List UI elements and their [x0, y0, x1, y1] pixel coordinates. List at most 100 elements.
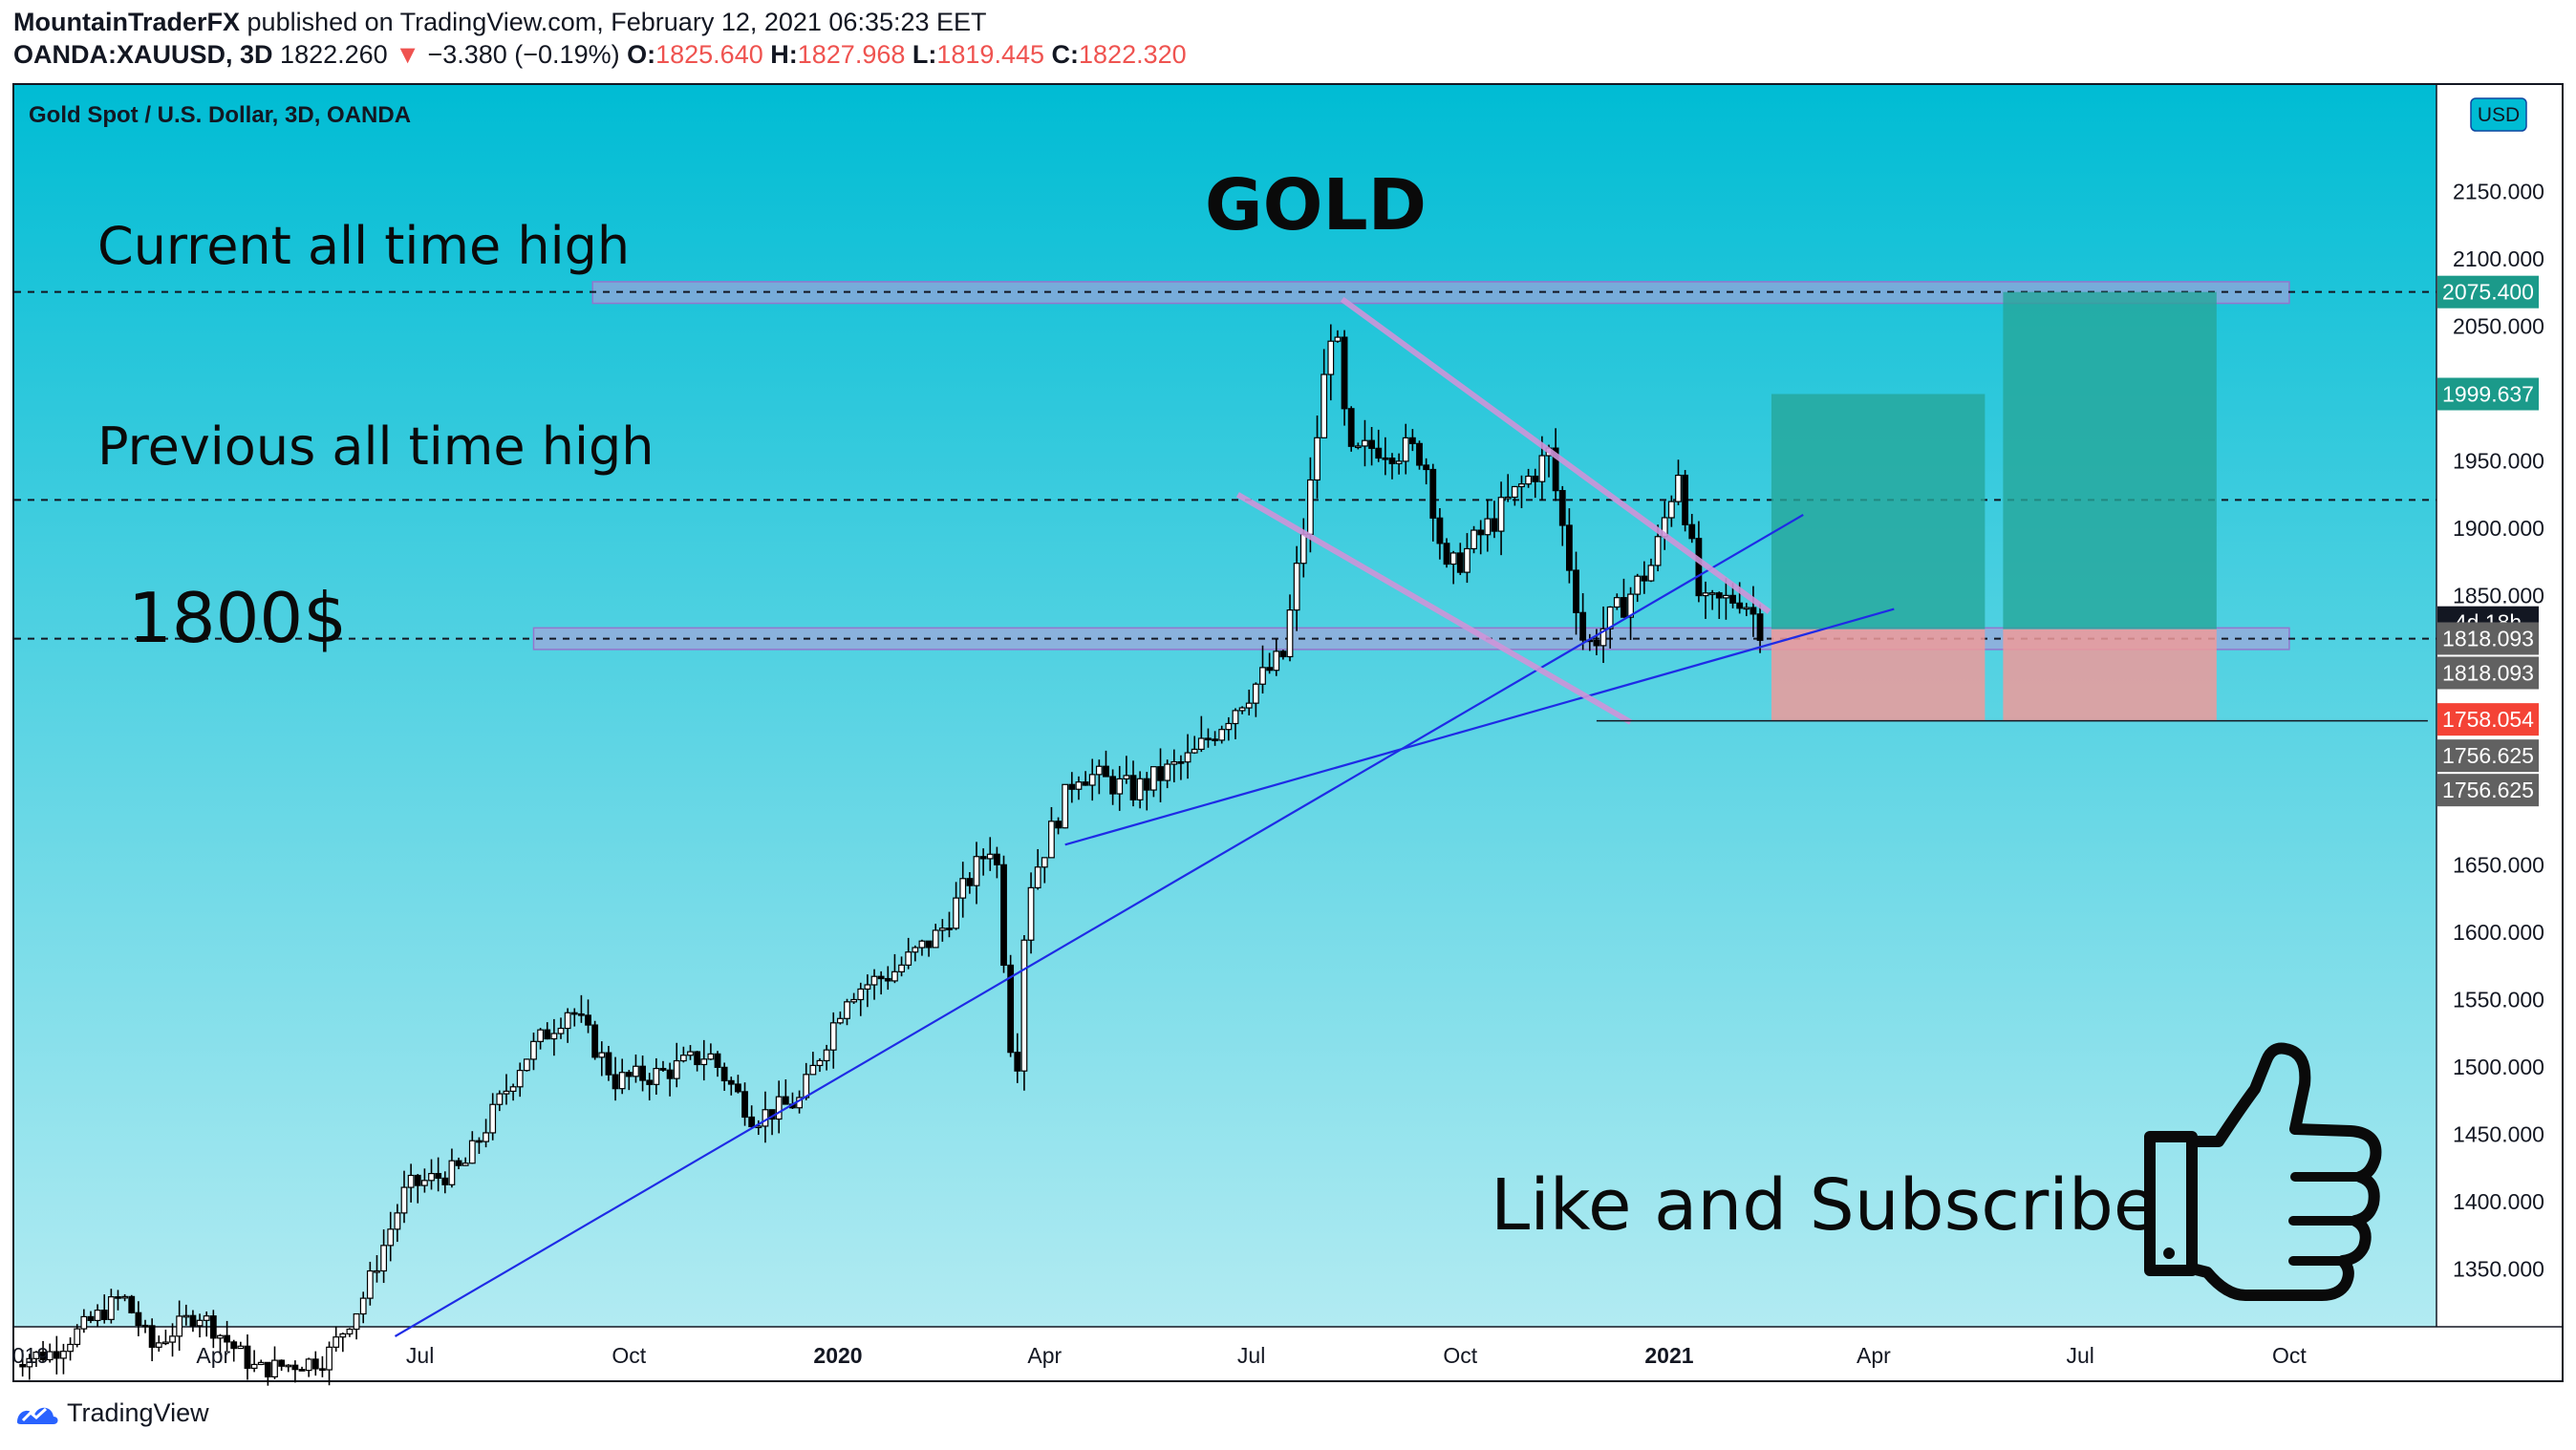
- candle-body: [509, 1086, 517, 1092]
- price-label-text: 1818.093: [2442, 660, 2534, 685]
- candle-body: [1048, 821, 1055, 859]
- candle: [244, 1334, 251, 1380]
- candle: [918, 939, 926, 956]
- candle-body: [1634, 575, 1642, 595]
- candle-body: [598, 1052, 606, 1058]
- candle: [946, 911, 953, 938]
- candle-body: [748, 1116, 756, 1128]
- candle-body: [1184, 752, 1191, 763]
- candle: [1715, 591, 1723, 619]
- y-tick-label: 1550.000: [2453, 988, 2544, 1013]
- candle: [1218, 725, 1226, 744]
- candle: [1252, 682, 1259, 717]
- candle-body: [237, 1345, 245, 1350]
- price-label-text: 1758.054: [2442, 707, 2534, 732]
- candle: [1109, 769, 1117, 805]
- candle: [420, 1168, 428, 1193]
- candle: [428, 1159, 435, 1190]
- candle: [925, 940, 933, 957]
- position-stop-0: [1771, 629, 1986, 722]
- candle: [46, 1343, 54, 1363]
- currency-badge-box[interactable]: [2470, 97, 2527, 132]
- candle: [932, 924, 939, 949]
- candle: [1621, 578, 1627, 618]
- candle: [1525, 468, 1533, 488]
- candle: [87, 1311, 95, 1324]
- candle: [224, 1320, 230, 1353]
- candle-body: [1532, 475, 1539, 482]
- candle: [1048, 806, 1055, 859]
- candle: [115, 1290, 121, 1311]
- candle: [1116, 765, 1124, 811]
- candle: [993, 846, 1000, 879]
- currency-badge[interactable]: USD: [2478, 104, 2520, 126]
- x-tick-label: Jul: [1237, 1343, 1265, 1368]
- candle-body: [339, 1333, 347, 1338]
- candle-body: [32, 1352, 40, 1359]
- candle: [953, 882, 960, 930]
- candle: [1675, 459, 1682, 505]
- candle: [1627, 586, 1634, 640]
- candle-body: [1579, 611, 1587, 641]
- candle-body: [162, 1341, 169, 1345]
- footer-brand[interactable]: TradingView: [13, 1398, 209, 1428]
- close-label: C:: [1051, 40, 1080, 69]
- open-value: 1825.640: [655, 40, 763, 69]
- candle-body: [148, 1325, 156, 1348]
- candle: [673, 1042, 680, 1088]
- price-label: 1756.625: [2437, 739, 2539, 773]
- candle: [1395, 453, 1403, 475]
- candle: [1184, 734, 1191, 779]
- candle-body: [877, 975, 885, 980]
- y-tick-label: 1350.000: [2453, 1257, 2544, 1282]
- candle-body: [735, 1083, 741, 1093]
- candle-body: [577, 1013, 585, 1016]
- annotation-1800: 1800$: [128, 578, 347, 658]
- candle-body: [346, 1328, 354, 1335]
- candle: [850, 992, 858, 1004]
- candle: [1565, 508, 1573, 584]
- candle-body: [1388, 458, 1396, 464]
- candle-body: [278, 1359, 286, 1367]
- candle-body: [891, 970, 898, 982]
- candle-body: [1347, 408, 1355, 447]
- candle: [509, 1083, 517, 1101]
- y-tick-label: 1650.000: [2453, 853, 2544, 878]
- candle: [720, 1062, 728, 1091]
- candle: [823, 1044, 830, 1071]
- price-label-text: 2075.400: [2442, 280, 2534, 305]
- price-label-text: 1999.637: [2442, 382, 2534, 407]
- candle: [857, 982, 865, 1016]
- candle-body: [1456, 552, 1464, 573]
- candle: [1552, 428, 1559, 501]
- candle: [1511, 485, 1518, 506]
- candle-body: [1654, 536, 1662, 566]
- candle: [162, 1329, 169, 1346]
- candle-body: [455, 1160, 462, 1166]
- candle: [585, 999, 591, 1034]
- candle: [973, 842, 980, 905]
- candle: [366, 1261, 374, 1306]
- y-tick-label: 1400.000: [2453, 1189, 2544, 1214]
- candle-body: [1259, 667, 1266, 685]
- candle: [544, 1022, 551, 1040]
- author-name[interactable]: MountainTraderFX: [13, 8, 241, 36]
- candle-body: [1088, 774, 1096, 786]
- candle-body: [107, 1296, 115, 1320]
- candle: [67, 1337, 74, 1361]
- candle: [598, 1041, 606, 1077]
- candle-body: [912, 947, 919, 953]
- price-label: 1818.093: [2437, 656, 2539, 690]
- candle: [1518, 475, 1525, 508]
- candle-body: [1497, 497, 1505, 532]
- price-chart[interactable]: 2150.000 2100.000 2050.000 1950.000 1900.000…: [0, 0, 2576, 1395]
- down-triangle-icon: ▼: [395, 40, 420, 69]
- candle: [1082, 771, 1089, 786]
- candle-body: [1375, 447, 1383, 459]
- candle: [1723, 578, 1729, 620]
- candle-body: [60, 1351, 67, 1359]
- candle-body: [1443, 543, 1450, 565]
- high-label: H:: [770, 40, 798, 69]
- candle: [476, 1137, 483, 1154]
- candle: [877, 970, 885, 995]
